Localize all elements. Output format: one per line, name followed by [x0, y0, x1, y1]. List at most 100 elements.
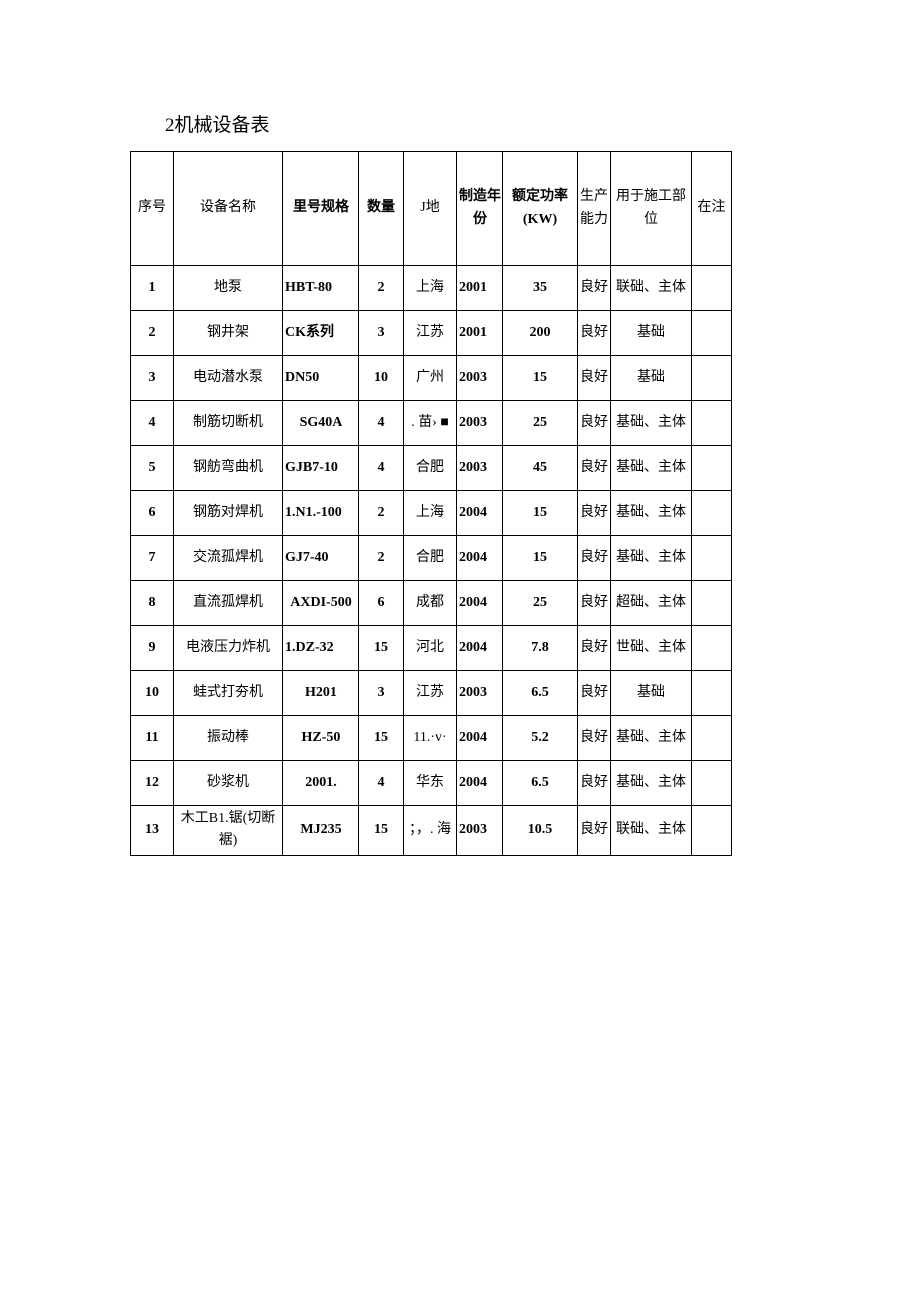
cell-capacity: 良好: [578, 536, 611, 581]
cell-qty: 10: [359, 356, 404, 401]
cell-year: 2003: [457, 401, 503, 446]
cell-name: 交流孤焊机: [174, 536, 283, 581]
cell-spec: 2001.: [283, 761, 359, 806]
cell-name: 直流孤焊机: [174, 581, 283, 626]
cell-seq: 12: [131, 761, 174, 806]
cell-power: 6.5: [503, 671, 578, 716]
cell-name: 地泵: [174, 266, 283, 311]
cell-name: 钢筋对焊机: [174, 491, 283, 536]
cell-capacity: 良好: [578, 626, 611, 671]
cell-note: [692, 761, 732, 806]
cell-year: 2003: [457, 671, 503, 716]
table-row: 12砂浆机2001.4华东20046.5良好基础、主体: [131, 761, 732, 806]
cell-place: 上海: [404, 491, 457, 536]
cell-place: 11.·v·: [404, 716, 457, 761]
col-capacity: 生产能力: [578, 152, 611, 266]
cell-use: 世础、主体: [611, 626, 692, 671]
cell-seq: 1: [131, 266, 174, 311]
col-power: 额定功率 (KW): [503, 152, 578, 266]
cell-qty: 6: [359, 581, 404, 626]
cell-place: ；，. 海: [404, 806, 457, 856]
table-header-row: 序号 设备名称 里号规格 数量 J地 制造年份 额定功率 (KW) 生产能力 用…: [131, 152, 732, 266]
cell-year: 2004: [457, 536, 503, 581]
cell-note: [692, 356, 732, 401]
cell-power: 5.2: [503, 716, 578, 761]
cell-use: 基础、主体: [611, 491, 692, 536]
cell-qty: 2: [359, 491, 404, 536]
cell-year: 2003: [457, 806, 503, 856]
cell-note: [692, 266, 732, 311]
cell-seq: 13: [131, 806, 174, 856]
cell-power: 25: [503, 401, 578, 446]
cell-place: 江苏: [404, 671, 457, 716]
cell-power: 25: [503, 581, 578, 626]
cell-capacity: 良好: [578, 446, 611, 491]
cell-note: [692, 716, 732, 761]
cell-place: 合肥: [404, 536, 457, 581]
col-spec: 里号规格: [283, 152, 359, 266]
cell-year: 2003: [457, 356, 503, 401]
cell-use: 基础: [611, 311, 692, 356]
cell-use: 基础、主体: [611, 536, 692, 581]
cell-power: 7.8: [503, 626, 578, 671]
table-row: 13木工B1.锯(切断裾)MJ23515；，. 海200310.5良好联础、主体: [131, 806, 732, 856]
cell-capacity: 良好: [578, 806, 611, 856]
cell-capacity: 良好: [578, 761, 611, 806]
cell-place: 华东: [404, 761, 457, 806]
cell-place: . 苗› ■: [404, 401, 457, 446]
cell-spec: SG40A: [283, 401, 359, 446]
cell-power: 6.5: [503, 761, 578, 806]
cell-place: 江苏: [404, 311, 457, 356]
cell-use: 联础、主体: [611, 806, 692, 856]
cell-use: 基础、主体: [611, 716, 692, 761]
cell-place: 上海: [404, 266, 457, 311]
cell-year: 2004: [457, 761, 503, 806]
cell-spec: AXDI-500: [283, 581, 359, 626]
page-title: 2机械设备表: [165, 110, 920, 137]
cell-capacity: 良好: [578, 581, 611, 626]
table-body: 1地泵HBT-802上海200135良好联础、主体2钢井架CK系列3江苏2001…: [131, 266, 732, 856]
cell-power: 15: [503, 491, 578, 536]
cell-seq: 3: [131, 356, 174, 401]
cell-place: 河北: [404, 626, 457, 671]
col-seq: 序号: [131, 152, 174, 266]
cell-note: [692, 536, 732, 581]
cell-note: [692, 311, 732, 356]
cell-year: 2003: [457, 446, 503, 491]
table-row: 1地泵HBT-802上海200135良好联础、主体: [131, 266, 732, 311]
cell-use: 基础、主体: [611, 446, 692, 491]
cell-qty: 15: [359, 626, 404, 671]
table-row: 11振动棒HZ-501511.·v·20045.2良好基础、主体: [131, 716, 732, 761]
cell-year: 2001: [457, 266, 503, 311]
table-row: 4制筋切断机SG40A4. 苗› ■200325良好基础、主体: [131, 401, 732, 446]
cell-spec: CK系列: [283, 311, 359, 356]
cell-note: [692, 671, 732, 716]
cell-capacity: 良好: [578, 311, 611, 356]
table-row: 2钢井架CK系列3江苏2001200良好基础: [131, 311, 732, 356]
cell-note: [692, 806, 732, 856]
cell-capacity: 良好: [578, 671, 611, 716]
cell-name: 蛙式打夯机: [174, 671, 283, 716]
cell-name: 钢舫弯曲机: [174, 446, 283, 491]
col-year: 制造年份: [457, 152, 503, 266]
cell-qty: 4: [359, 761, 404, 806]
table-row: 10蛙式打夯机H2013江苏20036.5良好基础: [131, 671, 732, 716]
cell-spec: HBT-80: [283, 266, 359, 311]
cell-qty: 3: [359, 311, 404, 356]
cell-name: 制筋切断机: [174, 401, 283, 446]
cell-seq: 11: [131, 716, 174, 761]
cell-use: 基础: [611, 671, 692, 716]
cell-qty: 2: [359, 536, 404, 581]
cell-seq: 4: [131, 401, 174, 446]
col-qty: 数量: [359, 152, 404, 266]
cell-power: 200: [503, 311, 578, 356]
cell-name: 木工B1.锯(切断裾): [174, 806, 283, 856]
cell-year: 2001: [457, 311, 503, 356]
cell-capacity: 良好: [578, 266, 611, 311]
cell-qty: 15: [359, 716, 404, 761]
col-note: 在注: [692, 152, 732, 266]
cell-note: [692, 446, 732, 491]
col-name: 设备名称: [174, 152, 283, 266]
table-row: 8直流孤焊机AXDI-5006成都200425良好超础、主体: [131, 581, 732, 626]
cell-name: 电液压力炸机: [174, 626, 283, 671]
